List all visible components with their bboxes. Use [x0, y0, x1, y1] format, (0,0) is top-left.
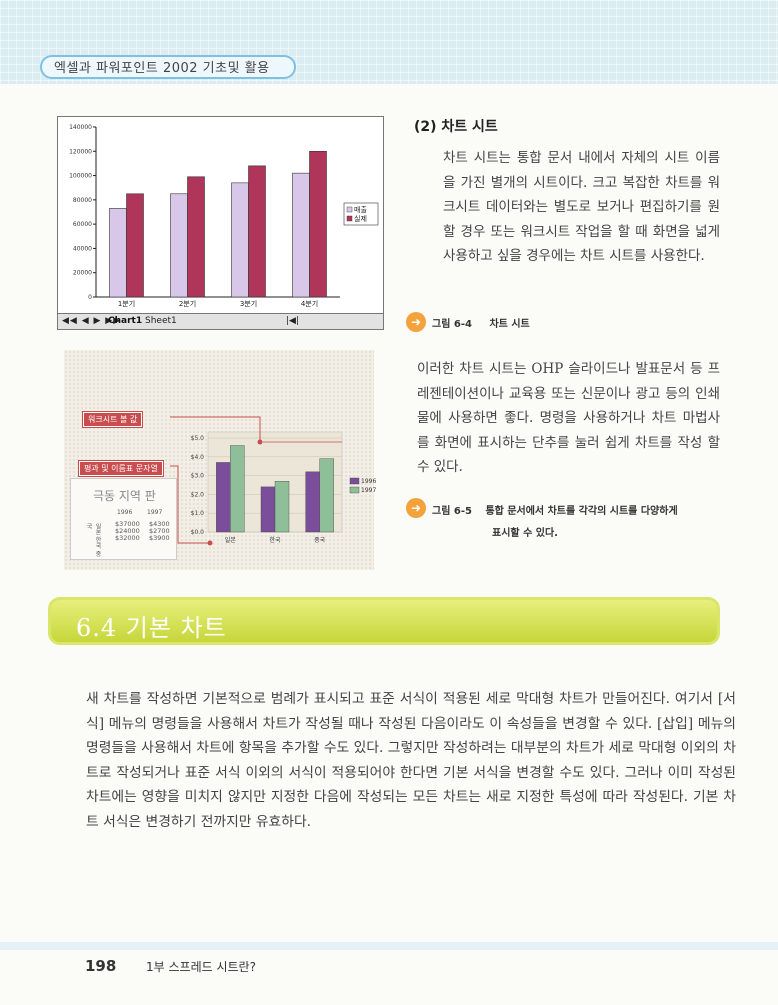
legend-box	[343, 202, 379, 226]
bar-매출	[170, 193, 188, 298]
y-tick-label: 100000	[69, 173, 92, 180]
region-bar-chart: $0.0 $1.0 $2.0 $3.0 $4.0 $5.0 일본 한국 중국 1996 1997	[191, 431, 376, 544]
callout-lines	[170, 416, 263, 546]
row-labels: 일본 한국 중국	[85, 523, 101, 557]
bar-1997	[319, 458, 334, 533]
tab-scroll-marker[interactable]: |◀|	[286, 316, 299, 326]
y-tick-label: $5.0	[191, 435, 205, 442]
legend-swatch	[346, 206, 353, 213]
y-tick-label: 0	[88, 294, 92, 301]
part-title: 1부 스프레드 시트란?	[146, 960, 256, 974]
bar-실제	[126, 193, 144, 298]
sheet-tab-bar: ◀◀ ◀ ▶ ▶▶ Chart1 Sheet1 |◀|	[57, 313, 384, 330]
chart-sheet-figure: 0 20000 40000 60000 80000 100000 120000 140000 1…	[57, 116, 384, 330]
usage-paragraph: 이러한 차트 시트는 OHP 슬라이드나 발표문서 등 프레젠테이션이나 교육용…	[417, 361, 720, 475]
worksheet-value-callout: 워크시트 볼 값	[83, 412, 143, 427]
y-tick-label: $0.0	[191, 529, 205, 536]
legend-label: 1997	[361, 487, 376, 494]
bar-매출	[109, 208, 127, 298]
tab-sheet1[interactable]: Sheet1	[145, 316, 177, 326]
arrow-left-icon: ➜	[406, 312, 426, 332]
x-tick-label: 2분기	[179, 299, 196, 308]
year-header: 1997	[147, 509, 163, 516]
bar-1997	[274, 481, 290, 533]
legend-swatch	[346, 215, 353, 222]
bar-실제	[248, 165, 266, 298]
figure-number: 그림 6-4	[432, 319, 472, 330]
cell-value: $32000	[115, 534, 140, 542]
bar-매출	[292, 172, 310, 298]
y-tick-label: $4.0	[191, 454, 205, 461]
cell-value: $24000	[115, 527, 140, 535]
figure-caption: 통합 문서에서 차트를 각각의 시트를 다양하게	[485, 506, 678, 517]
bar-1997	[230, 445, 245, 533]
legend-swatch	[349, 477, 360, 485]
y-tick-label: $3.0	[191, 473, 205, 480]
y-tick-label: 140000	[69, 124, 92, 131]
x-tick-label: 3분기	[240, 299, 257, 308]
y-tick-label: 20000	[73, 270, 92, 277]
y-tick-label: 60000	[73, 221, 92, 228]
x-tick-label: 중국	[314, 537, 326, 544]
arrow-left-icon: ➜	[406, 498, 426, 518]
tab-chart1[interactable]: Chart1	[108, 316, 143, 326]
cell-value: $37000	[115, 520, 140, 528]
bar-매출	[231, 182, 249, 298]
y-tick-label: 40000	[73, 245, 92, 252]
mini-sheet-title: 극동 지역 판	[93, 489, 156, 503]
cell-value: $2700	[149, 527, 170, 535]
figure-number: 그림 6-5	[432, 506, 472, 517]
y-tick-label: 80000	[73, 197, 92, 204]
y-tick-label: 120000	[69, 148, 92, 155]
section-title: 6.4 기본 차트	[76, 614, 227, 642]
y-tick-label: $1.0	[191, 510, 205, 517]
footer-band	[0, 942, 778, 950]
chart-sheet-paragraph: 차트 시트는 통합 문서 내에서 자체의 시트 이름을 가진 별개의 시트이다.…	[443, 150, 720, 264]
section-heading: (2) 차트 시트	[414, 119, 498, 135]
sheet-nav-arrows[interactable]: ◀◀ ◀ ▶ ▶▶	[62, 316, 122, 326]
page-number: 198	[85, 957, 117, 975]
y-tick-label: $2.0	[191, 491, 205, 498]
x-tick-label: 4분기	[301, 299, 318, 308]
bar-실제	[309, 150, 327, 298]
bar-실제	[187, 176, 205, 298]
body-paragraph: 새 차트를 작성하면 기본적으로 범례가 표시되고 표준 서식이 적용된 세로 …	[86, 691, 736, 830]
cell-value: $4300	[149, 520, 170, 528]
cell-value: $3900	[149, 534, 170, 542]
figure-caption: 차트 시트	[489, 319, 530, 330]
legend-label: 1996	[361, 478, 376, 485]
legend-label: 매출	[354, 205, 367, 214]
mini-worksheet: 극동 지역 판 1996 1997 일본 한국 중국 $37000 $24000…	[70, 478, 177, 560]
section-banner	[48, 597, 720, 645]
year-header: 1996	[117, 509, 133, 516]
legend-swatch	[349, 486, 360, 494]
quarterly-bar-chart: 0 20000 40000 60000 80000 100000 120000 140000 1…	[69, 124, 379, 308]
book-title: 엑셀과 파워포인트 2002 기초및 활용	[40, 55, 296, 79]
x-tick-label: 1분기	[118, 299, 135, 308]
figure-caption-line2: 표시할 수 있다.	[492, 528, 558, 539]
x-tick-label: 한국	[269, 537, 281, 544]
legend-label: 실제	[354, 214, 367, 223]
x-tick-label: 일본	[225, 536, 237, 544]
label-string-callout: 평과 및 이름표 문자열	[79, 461, 163, 476]
